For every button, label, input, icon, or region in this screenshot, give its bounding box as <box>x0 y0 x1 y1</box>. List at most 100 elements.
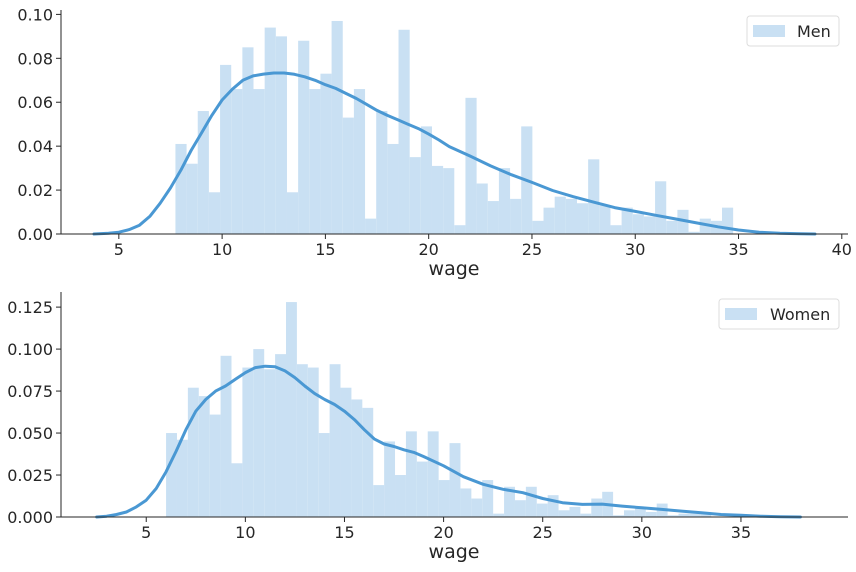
men-x-tick-label: 20 <box>419 240 439 259</box>
women-histogram-bar <box>416 461 428 517</box>
men-histogram-bar <box>208 192 221 234</box>
men-histogram-bar <box>643 216 656 234</box>
men-histogram-bar <box>231 89 243 234</box>
men-histogram-bar <box>465 97 477 234</box>
women-histogram-bar <box>460 488 472 517</box>
men-histogram-bar <box>576 203 589 234</box>
men-y-tick-label: 0.08 <box>17 49 53 68</box>
women-histogram-bar <box>580 513 592 517</box>
men-histogram-bar <box>610 225 622 234</box>
women-histogram-bar <box>405 431 417 517</box>
men-histogram-bar <box>286 192 299 234</box>
men-x-tick-label: 40 <box>832 240 852 259</box>
men-histogram-bar <box>532 220 544 234</box>
men-histogram-bar <box>655 181 667 234</box>
men-x-tick-label: 35 <box>728 240 748 259</box>
women-x-tick-label: 20 <box>433 523 453 542</box>
women-histogram-bar <box>613 515 624 517</box>
women-histogram-bar <box>569 506 581 517</box>
men-histogram-bar <box>420 126 432 234</box>
women-y-tick-label: 0.100 <box>7 340 53 359</box>
men-kde-line <box>92 71 817 236</box>
men-histogram-bar <box>242 47 254 235</box>
women-histogram-bar <box>547 495 559 517</box>
men-histogram-bar <box>666 220 678 234</box>
women-histogram-bar <box>667 515 679 517</box>
men-histogram-bar <box>353 89 366 234</box>
men-histogram-bar <box>621 207 633 234</box>
women-histogram-bar <box>373 485 385 517</box>
men-histogram-bar <box>476 183 488 234</box>
men-histogram-bar <box>220 64 232 234</box>
men-histogram-bar <box>398 29 410 234</box>
women-histogram-bar <box>362 407 374 517</box>
women-histogram-bar <box>231 463 243 517</box>
men-histogram-bar <box>454 225 466 234</box>
men-histogram-bar <box>543 207 555 234</box>
women-histogram-bar <box>678 513 690 517</box>
men-histogram-bar <box>197 111 209 234</box>
men-histogram-bar <box>443 168 455 234</box>
men-histogram-bars <box>175 20 734 235</box>
women-histogram-bar <box>187 387 199 517</box>
women-histogram-bar <box>558 510 570 517</box>
legend-frame <box>718 298 840 330</box>
legend-swatch <box>753 25 785 37</box>
men-x-tick-label: 30 <box>625 240 645 259</box>
men-x-tick-label: 15 <box>315 240 335 259</box>
men-histogram-bar <box>721 207 734 234</box>
men-histogram-bar <box>431 165 444 234</box>
women-x-tick-label: 30 <box>632 523 652 542</box>
men-histogram-bar <box>487 201 499 234</box>
men-x-tick-label: 25 <box>522 240 542 259</box>
women-y-tick-label: 0.075 <box>7 382 53 401</box>
men-y-tick-label: 0.02 <box>17 181 53 200</box>
women-histogram-bar <box>198 396 210 517</box>
men-y-tick-label: 0.00 <box>17 225 53 244</box>
women-x-ticks: 5 10 15 20 25 30 35 <box>141 517 751 542</box>
men-histogram-bar <box>275 36 287 235</box>
women-histogram-bar <box>634 506 646 517</box>
women-histogram-bar <box>176 439 188 517</box>
legend-frame <box>746 15 840 47</box>
women-histogram-bar <box>318 433 330 517</box>
women-chart-panel: 5 10 15 20 25 30 35 0.0000.0250.0500.0750.1000… <box>7 292 848 563</box>
women-histogram-bar <box>438 480 450 517</box>
women-histogram-bar <box>253 349 265 517</box>
women-histogram-bar <box>536 503 548 517</box>
women-y-tick-label: 0.000 <box>7 508 53 527</box>
women-y-ticks: 0.000 0.025 0.050 0.075 0.100 0.125 <box>7 298 61 527</box>
men-y-tick-label: 0.04 <box>17 137 53 156</box>
men-y-tick-label: 0.06 <box>17 93 53 112</box>
legend-label-women: Women <box>770 305 830 324</box>
women-histogram-bar <box>591 498 603 517</box>
men-histogram-bar <box>387 143 399 234</box>
women-histogram-bar <box>384 441 396 517</box>
men-histogram-bar <box>677 209 689 234</box>
men-histogram-bar <box>688 231 700 234</box>
women-histogram-bar <box>645 511 657 517</box>
men-histogram-bar <box>554 196 566 234</box>
men-histogram-bar <box>331 20 343 234</box>
women-x-tick-label: 15 <box>334 523 354 542</box>
men-histogram-bar <box>376 111 388 234</box>
women-histogram-bar <box>351 399 363 517</box>
men-histogram-bar <box>264 27 276 234</box>
women-histogram-bar <box>504 486 515 517</box>
women-x-tick-label: 10 <box>235 523 255 542</box>
women-y-tick-label: 0.125 <box>7 298 53 317</box>
women-histogram-bar <box>307 367 319 517</box>
men-histogram-bar <box>298 40 310 234</box>
men-histogram-bar <box>175 143 187 234</box>
men-y-tick-label: 0.10 <box>17 5 53 24</box>
women-histogram-bar <box>166 433 177 517</box>
legend-swatch <box>725 308 757 320</box>
women-histogram-bars <box>166 302 712 517</box>
men-histogram-bar <box>510 198 522 234</box>
men-x-tick-label: 5 <box>114 240 124 259</box>
men-x-ticks: 5 10 15 20 25 30 35 40 <box>114 234 852 259</box>
women-histogram-bar <box>427 431 439 517</box>
women-histogram-bar <box>220 355 232 517</box>
women-histogram-bar <box>689 513 701 517</box>
